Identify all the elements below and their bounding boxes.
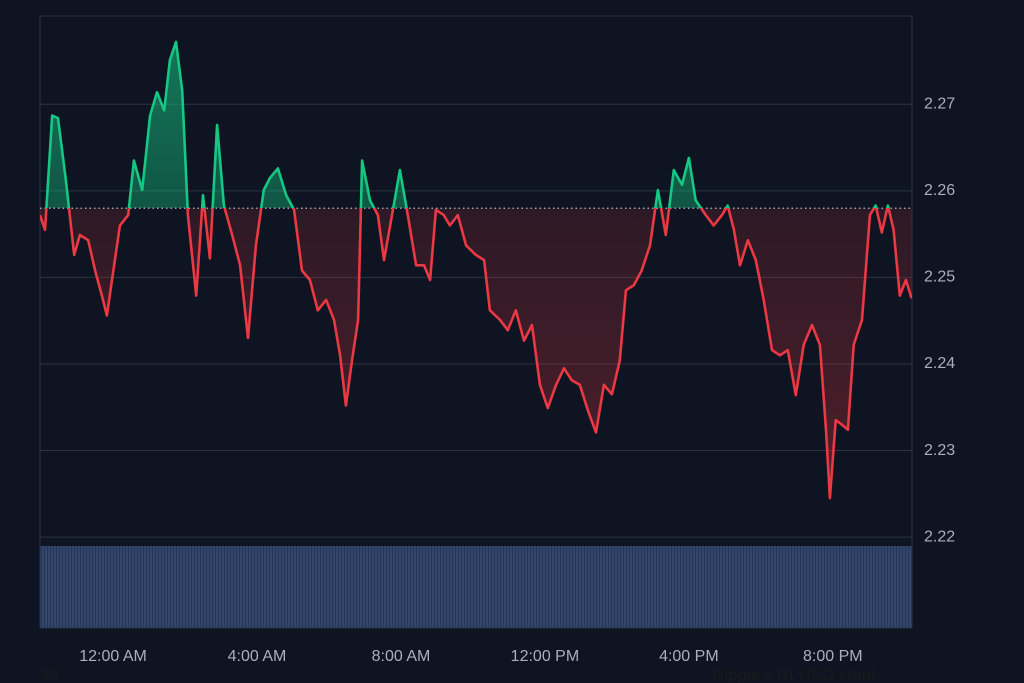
price-line-down [40,208,912,500]
y-tick-label: 2.24 [924,355,955,372]
y-tick-label: 2.23 [924,442,955,459]
x-tick-label: 12:00 AM [79,648,147,665]
footer-right: Ripple's RLUSD stabl... [712,665,889,683]
y-tick-label: 2.26 [924,182,955,199]
x-tick-label: 8:00 PM [803,648,863,665]
x-tick-label: 8:00 AM [372,648,431,665]
y-tick-label: 2.27 [924,96,955,113]
area-down [40,208,912,499]
y-tick-label: 2.25 [924,269,955,286]
footer-left: 35 [40,665,59,683]
x-tick-label: 4:00 AM [228,648,287,665]
x-tick-label: 4:00 PM [659,648,719,665]
price-line-up [45,40,890,209]
volume-band [40,546,912,628]
y-tick-label: 2.22 [924,528,955,545]
x-tick-label: 12:00 PM [511,648,579,665]
